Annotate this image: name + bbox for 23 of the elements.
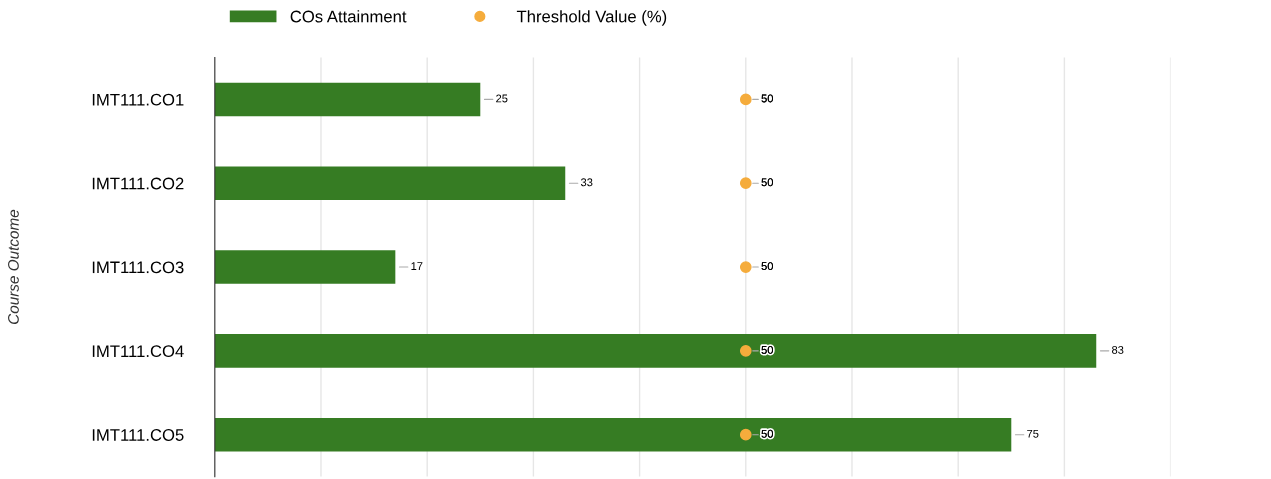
bar bbox=[214, 417, 1012, 452]
y-axis-title: Course Outcome bbox=[8, 209, 19, 324]
data-label: 50 bbox=[761, 429, 773, 438]
bar bbox=[214, 166, 566, 200]
data-label: 50 bbox=[761, 345, 773, 354]
data-label: 83 bbox=[1112, 345, 1124, 354]
bar bbox=[214, 82, 481, 117]
legend-label: COs Attainment bbox=[290, 10, 407, 23]
y-tick-label: IMT111.CO3 bbox=[92, 261, 184, 274]
data-label: 33 bbox=[580, 178, 593, 187]
data-label: 17 bbox=[411, 262, 423, 270]
data-label: 50 bbox=[761, 178, 773, 187]
data-label: 50 bbox=[761, 94, 773, 103]
y-tick-label: IMT111.CO1 bbox=[92, 93, 184, 106]
y-tick-label: IMT111.CO2 bbox=[92, 177, 184, 190]
data-label: 50 bbox=[761, 262, 773, 271]
data-label: 75 bbox=[1027, 429, 1039, 438]
data-label: 25 bbox=[496, 94, 508, 103]
bar bbox=[214, 250, 396, 284]
y-tick-label: IMT111.CO4 bbox=[92, 345, 184, 358]
legend-label: Threshold Value (%) bbox=[516, 10, 667, 26]
bar bbox=[214, 334, 1097, 368]
y-tick-label: IMT111.CO5 bbox=[92, 429, 184, 441]
